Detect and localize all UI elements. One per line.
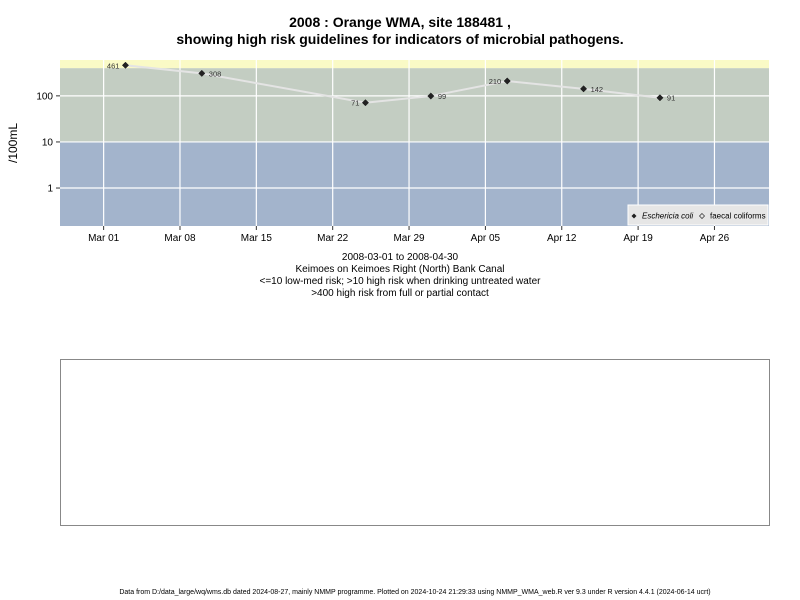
data-label: 142 [591,85,604,94]
data-label: 461 [107,61,120,70]
x-tick-label: Apr 19 [623,233,653,244]
x-tick-label: Apr 12 [547,233,577,244]
data-point [580,85,588,93]
footer-note: Data from D:/data_large/wq/wms.db dated … [119,589,711,596]
caption-date-range: 2008-03-01 to 2008-04-30 [341,252,459,263]
legend-marker-faecal [698,212,706,220]
data-point [427,92,435,100]
data-label: 99 [438,92,446,101]
chart-plot: 461 308 71 99 210 142 91 Mar 01 Mar 08 Mar 15 Mar… [36,60,769,244]
caption-risk-note-1: <=10 low-med risk; >10 high risk when dr… [259,276,541,287]
empty-plot-panel [60,359,770,526]
y-tick-label: 10 [42,137,54,148]
legend-marker-ecoli [631,213,637,219]
x-tick-label: Mar 08 [164,233,196,244]
x-tick-label: Apr 05 [471,233,501,244]
data-label: 91 [667,94,675,103]
legend-label-faecal: faecal coliforms [710,212,766,221]
chart-subtitle: showing high risk guidelines for indicat… [176,31,624,47]
legend-label-ecoli: Eschericia coli [642,212,693,221]
x-tick-label: Apr 26 [700,233,730,244]
y-tick-label: 100 [36,91,53,102]
data-point [121,61,129,69]
risk-band-1 [60,68,769,142]
data-label: 210 [489,77,502,86]
data-label: 71 [351,99,359,108]
legend-box [627,204,769,226]
x-tick-label: Mar 01 [88,233,120,244]
caption-location: Keimoes on Keimoes Right (North) Bank Ca… [295,264,505,275]
y-tick-label: 1 [47,184,53,195]
x-tick-label: Mar 29 [393,233,425,244]
data-point [503,77,511,85]
chart-title: 2008 : Orange WMA, site 188481 , [289,14,511,30]
x-tick-label: Mar 15 [241,233,273,244]
x-tick-label: Mar 22 [317,233,349,244]
caption-risk-note-2: >400 high risk from full or partial cont… [311,288,489,299]
data-point [198,69,206,77]
risk-band-2 [60,60,769,69]
data-point [656,94,664,102]
data-point [361,99,369,107]
data-label: 308 [209,69,222,78]
